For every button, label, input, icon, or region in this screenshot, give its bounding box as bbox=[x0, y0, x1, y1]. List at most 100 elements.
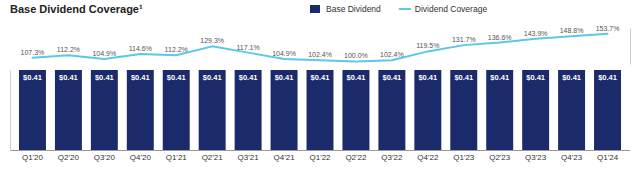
x-tick: Q1'23 bbox=[453, 150, 475, 162]
legend-swatch bbox=[310, 5, 320, 13]
bar-label: $0.41 bbox=[526, 73, 545, 82]
legend-item: Dividend Coverage bbox=[399, 4, 488, 14]
bar-label: $0.41 bbox=[598, 73, 617, 82]
x-tick: Q4'22 bbox=[417, 150, 439, 162]
legend-label: Base Dividend bbox=[326, 4, 381, 14]
bar-label: $0.41 bbox=[59, 73, 78, 82]
x-tick: Q4'20 bbox=[130, 150, 152, 162]
bar bbox=[127, 70, 154, 150]
bar-label: $0.41 bbox=[562, 73, 581, 82]
x-tick: Q1'21 bbox=[166, 150, 188, 162]
x-tick-label: Q3'21 bbox=[238, 153, 260, 162]
bar-label: $0.41 bbox=[167, 73, 186, 82]
x-tick-label: Q1'23 bbox=[453, 153, 475, 162]
bar-label: $0.41 bbox=[275, 73, 294, 82]
x-tick-label: Q2'22 bbox=[345, 153, 367, 162]
data-labels: $0.41 $0.41 $0.41 $0.41 $0.41 $0.41 $0.41 $0.41… bbox=[21, 25, 620, 82]
bar bbox=[91, 70, 118, 150]
x-tick: Q3'23 bbox=[525, 150, 547, 162]
x-tick-label: Q1'24 bbox=[597, 153, 619, 162]
line-label: 136.6% bbox=[488, 34, 512, 41]
bar-label: $0.41 bbox=[203, 73, 222, 82]
x-tick: Q2'22 bbox=[345, 150, 367, 162]
x-tick: Q4'23 bbox=[561, 150, 583, 162]
bar-label: $0.41 bbox=[239, 73, 258, 82]
line-label: 114.6% bbox=[129, 45, 152, 52]
x-tick: Q2'23 bbox=[489, 150, 511, 162]
x-tick-label: Q1'22 bbox=[309, 153, 331, 162]
bar bbox=[450, 70, 477, 150]
line-label: 131.7% bbox=[452, 36, 476, 43]
bar bbox=[594, 70, 621, 150]
x-tick: Q2'20 bbox=[58, 150, 80, 162]
line-label: 119.5% bbox=[416, 42, 439, 49]
bar-label: $0.41 bbox=[311, 73, 330, 82]
bar bbox=[55, 70, 82, 150]
line bbox=[32, 34, 607, 62]
x-tick: Q2'21 bbox=[202, 150, 224, 162]
x-tick-label: Q2'21 bbox=[202, 153, 224, 162]
line-label: 117.1% bbox=[236, 44, 259, 51]
x-tick: Q4'21 bbox=[274, 150, 296, 162]
bar bbox=[235, 70, 262, 150]
bar-label: $0.41 bbox=[131, 73, 150, 82]
x-tick-label: Q2'23 bbox=[489, 153, 511, 162]
line-label: 153.7% bbox=[596, 25, 620, 32]
bar-label: $0.41 bbox=[382, 73, 401, 82]
lines bbox=[32, 34, 607, 62]
chart: Base Dividend Coverage¹$0.41$0.41$0.41$0… bbox=[0, 0, 640, 180]
bar-label: $0.41 bbox=[490, 73, 509, 82]
line-label: 148.8% bbox=[560, 27, 584, 34]
bar bbox=[378, 70, 405, 150]
x-tick-label: Q1'21 bbox=[166, 153, 188, 162]
bars bbox=[19, 70, 621, 150]
line-label: 129.3% bbox=[200, 37, 224, 44]
legend-item: Base Dividend bbox=[310, 4, 381, 14]
bar bbox=[342, 70, 369, 150]
x-tick-label: Q3'22 bbox=[381, 153, 403, 162]
line-label: 104.9% bbox=[92, 50, 116, 57]
y-axis-line bbox=[10, 71, 11, 151]
x-tick: Q3'20 bbox=[94, 150, 116, 162]
bar bbox=[558, 70, 585, 150]
bar bbox=[199, 70, 226, 150]
x-tick-label: Q4'23 bbox=[561, 153, 583, 162]
legend-swatch bbox=[399, 8, 411, 10]
x-tick: Q1'22 bbox=[309, 150, 331, 162]
x-tick-label: Q4'20 bbox=[130, 153, 152, 162]
x-tick: Q1'20 bbox=[22, 150, 44, 162]
line-label: 107.3% bbox=[21, 49, 45, 56]
x-tick-label: Q3'20 bbox=[94, 153, 116, 162]
bar-label: $0.41 bbox=[95, 73, 114, 82]
line-label: 102.4% bbox=[380, 51, 404, 58]
x-axis: Q1'20 Q2'20 Q3'20 Q4'20 Q1'21 Q2'21 Q3'21 Q4'21… bbox=[11, 150, 631, 162]
bar bbox=[522, 70, 549, 150]
y2-axis-line bbox=[630, 29, 631, 65]
line-label: 112.2% bbox=[57, 46, 80, 53]
x-tick-label: Q4'22 bbox=[417, 153, 439, 162]
y-axis bbox=[10, 71, 11, 151]
bar bbox=[163, 70, 190, 150]
y2-axis bbox=[630, 29, 631, 65]
bar-label: $0.41 bbox=[454, 73, 473, 82]
bar bbox=[307, 70, 334, 150]
bar bbox=[414, 70, 441, 150]
bar bbox=[19, 70, 46, 150]
bar-label: $0.41 bbox=[23, 73, 42, 82]
line-label: 143.9% bbox=[524, 30, 548, 37]
x-tick: Q1'24 bbox=[597, 150, 619, 162]
x-tick: Q3'21 bbox=[238, 150, 260, 162]
bar-label: $0.41 bbox=[347, 73, 366, 82]
line-label: 100.0% bbox=[344, 52, 368, 59]
x-axis-line bbox=[11, 150, 631, 151]
x-tick-label: Q3'23 bbox=[525, 153, 547, 162]
title: Base Dividend Coverage¹ bbox=[10, 3, 143, 15]
x-tick-label: Q1'20 bbox=[22, 153, 44, 162]
line-label: 112.2% bbox=[165, 46, 188, 53]
x-tick-label: Q4'21 bbox=[274, 153, 296, 162]
x-tick: Q3'22 bbox=[381, 150, 403, 162]
legend-label: Dividend Coverage bbox=[415, 4, 488, 14]
bar-label: $0.41 bbox=[418, 73, 437, 82]
bar bbox=[486, 70, 513, 150]
legend: Base Dividend Dividend Coverage bbox=[310, 4, 487, 14]
